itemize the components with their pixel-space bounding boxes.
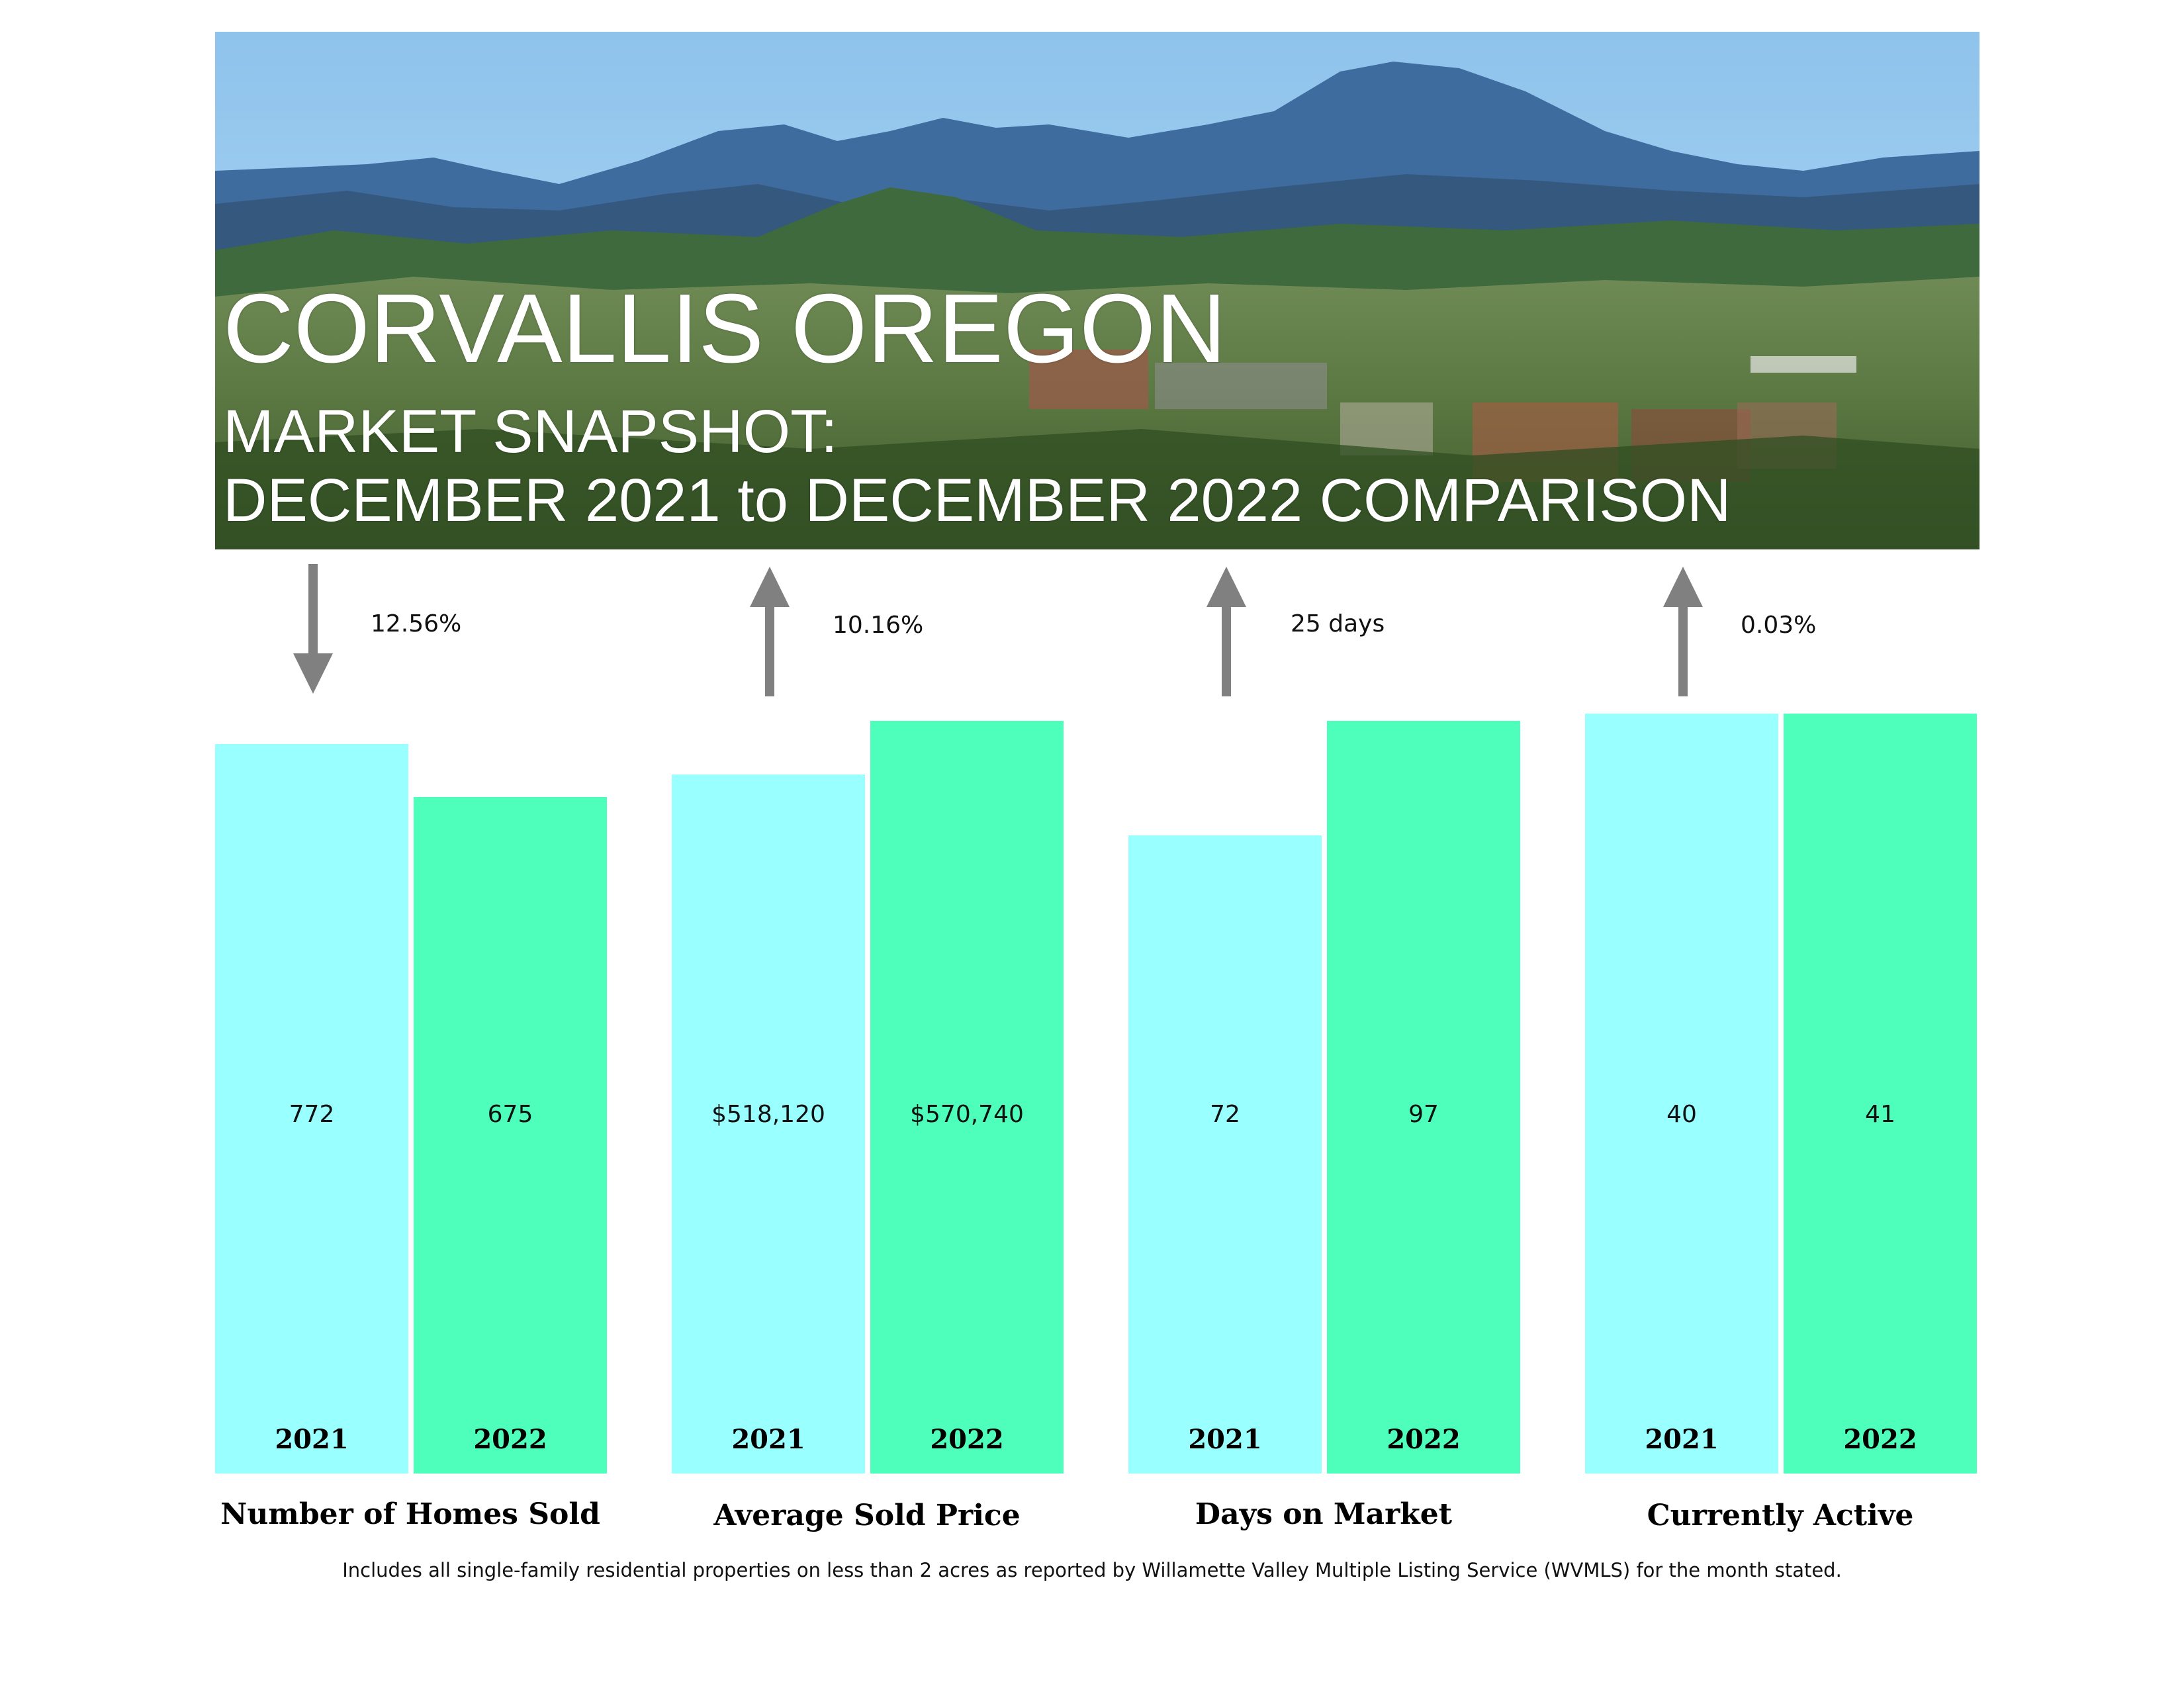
bar-value-label: 97 (1408, 1101, 1439, 1128)
category-label-currently-active: Currently Active (1647, 1499, 1914, 1532)
category-label-days-on-market: Days on Market (1195, 1497, 1453, 1531)
bar-year-label: 2021 (275, 1424, 349, 1455)
bar-2021: $518,120 2021 (672, 774, 865, 1474)
bar-year-label: 2021 (731, 1424, 805, 1455)
bar-2021: 772 2021 (215, 744, 408, 1474)
bar-value-label: $570,740 (910, 1101, 1024, 1128)
arrow-up-icon (750, 567, 790, 696)
bar-2022: 41 2022 (1784, 714, 1977, 1474)
change-average-price: 10.16% (833, 612, 924, 639)
category-label-homes-sold: Number of Homes Sold (220, 1497, 600, 1531)
bar-2022: 97 2022 (1327, 721, 1520, 1474)
bar-2022: 675 2022 (414, 797, 607, 1474)
bar-2021: 72 2021 (1128, 835, 1322, 1474)
bar-year-label: 2022 (1843, 1424, 1917, 1455)
bar-value-label: 675 (487, 1101, 533, 1128)
bar-2022: $570,740 2022 (870, 721, 1064, 1474)
bar-year-label: 2021 (1188, 1424, 1262, 1455)
page-subtitle-comparison: DECEMBER 2021 to DECEMBER 2022 COMPARISO… (223, 467, 1731, 534)
page-subtitle: MARKET SNAPSHOT: (223, 398, 838, 465)
bar-2021: 40 2021 (1585, 714, 1778, 1474)
mountain-landscape-image (215, 32, 1979, 549)
change-days-on-market: 25 days (1291, 610, 1385, 637)
page-title: CORVALLIS OREGON (223, 274, 1227, 383)
bar-year-label: 2021 (1645, 1424, 1719, 1455)
bar-year-label: 2022 (473, 1424, 547, 1455)
bar-value-label: 72 (1210, 1101, 1240, 1128)
bar-value-label: 772 (289, 1101, 335, 1128)
arrow-up-icon (1206, 567, 1246, 696)
category-label-average-price: Average Sold Price (713, 1499, 1021, 1532)
bar-year-label: 2022 (930, 1424, 1004, 1455)
change-homes-sold: 12.56% (371, 610, 462, 637)
hero-banner: CORVALLIS OREGON MARKET SNAPSHOT: DECEMB… (215, 32, 1979, 549)
bar-value-label: $518,120 (711, 1101, 825, 1128)
bar-year-label: 2022 (1387, 1424, 1461, 1455)
change-currently-active: 0.03% (1741, 612, 1817, 639)
arrow-down-icon (293, 564, 333, 694)
bar-value-label: 40 (1666, 1101, 1697, 1128)
bar-value-label: 41 (1865, 1101, 1895, 1128)
arrow-up-icon (1663, 567, 1703, 696)
footnote: Includes all single-family residential p… (342, 1559, 1842, 1581)
